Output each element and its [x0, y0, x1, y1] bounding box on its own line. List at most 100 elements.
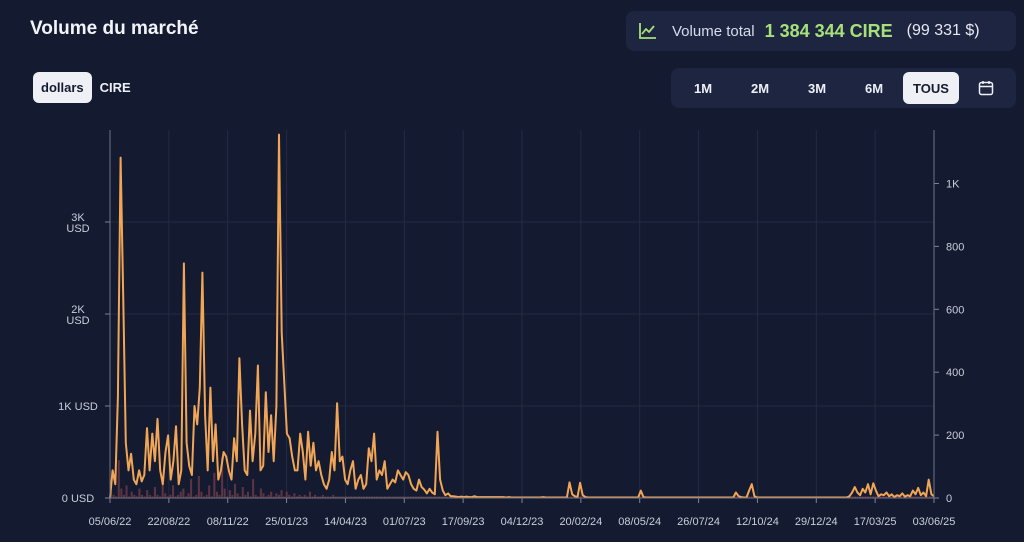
- cire-volume-bar: [228, 490, 231, 498]
- cire-volume-bar: [117, 460, 120, 498]
- cire-volume-bar: [577, 496, 580, 498]
- cire-volume-bar: [900, 496, 903, 498]
- x-tick-label: 08/11/22: [207, 516, 249, 528]
- cire-volume-bar: [383, 496, 386, 498]
- y-left-tick-label: 1K USD: [58, 401, 98, 413]
- cire-volume-bar: [448, 496, 451, 498]
- cire-volume-bar: [143, 496, 146, 498]
- x-tick-label: 25/01/23: [265, 516, 308, 528]
- cire-volume-bar: [425, 496, 428, 498]
- range-button-all[interactable]: TOUS: [903, 72, 959, 104]
- cire-volume-bar: [231, 494, 234, 498]
- cire-volume-bar: [112, 494, 115, 498]
- cire-volume-bar: [735, 496, 738, 498]
- total-volume-panel: Volume total 1 384 344 CIRE (99 331 $): [626, 11, 1016, 51]
- cire-volume-bar: [347, 496, 350, 498]
- cire-volume-bar: [414, 496, 417, 498]
- cire-volume-bar: [388, 496, 392, 498]
- cire-volume-bar: [399, 496, 402, 498]
- cire-volume-bar: [445, 496, 448, 498]
- cire-volume-bar: [246, 491, 249, 498]
- x-tick-label: 20/02/24: [559, 516, 602, 528]
- cire-volume-bar: [153, 486, 156, 498]
- currency-toggle: dollars CIRE: [33, 72, 139, 103]
- cire-volume-bar: [908, 496, 911, 498]
- cire-volume-bar: [267, 494, 270, 498]
- currency-option-cire[interactable]: CIRE: [99, 80, 131, 95]
- currency-option-dollars[interactable]: dollars: [33, 72, 92, 103]
- cire-volume-bar: [290, 496, 293, 498]
- cire-volume-bar: [848, 496, 851, 498]
- x-tick-label: 17/09/23: [442, 516, 485, 528]
- cire-volume-bar: [394, 496, 397, 498]
- cire-volume-bar: [915, 496, 918, 498]
- page-title: Volume du marché: [30, 18, 199, 39]
- cire-volume-bar: [861, 496, 864, 498]
- cire-volume-bar: [887, 496, 890, 498]
- cire-volume-bar: [853, 496, 856, 498]
- cire-volume-bar: [572, 496, 575, 498]
- cire-volume-bar: [360, 496, 363, 498]
- cire-volume-bar: [438, 496, 441, 498]
- y-right-tick-label: 1K: [946, 178, 960, 190]
- calendar-icon: [978, 81, 994, 96]
- cire-volume-bar: [138, 488, 141, 498]
- cire-volume-bar: [156, 494, 159, 498]
- cire-volume-bar: [345, 496, 348, 498]
- y-left-tick-label: USD: [66, 315, 89, 327]
- range-button-1m[interactable]: 1M: [693, 80, 713, 96]
- cire-volume-bar: [241, 486, 244, 498]
- y-right-tick-label: 600: [946, 304, 964, 316]
- cire-volume-bar: [280, 490, 283, 498]
- y-left-tick-label: 0 USD: [62, 493, 94, 505]
- range-button-2m[interactable]: 2M: [750, 80, 770, 96]
- y-right-tick-label: 400: [946, 367, 964, 379]
- cire-volume-bar: [582, 496, 585, 498]
- cire-volume-bar: [252, 479, 255, 498]
- y-right-tick-label: 800: [946, 241, 964, 253]
- cire-volume-bar: [298, 494, 301, 498]
- range-button-3m[interactable]: 3M: [807, 80, 827, 96]
- cire-volume-bar: [357, 496, 361, 498]
- cire-volume-bar: [750, 496, 753, 498]
- cire-volume-bar: [223, 488, 226, 498]
- cire-volume-bar: [272, 496, 275, 498]
- time-range-selector: 1M 2M 3M 6M TOUS: [671, 68, 1016, 108]
- cire-volume-bar: [412, 496, 415, 498]
- total-volume-value: 1 384 344 CIRE: [764, 20, 893, 41]
- cire-volume-bar: [151, 496, 154, 498]
- cire-volume-bar: [417, 496, 420, 498]
- cire-volume-bar: [164, 493, 167, 498]
- cire-volume-bar: [580, 496, 583, 498]
- cire-volume-bar: [190, 479, 193, 498]
- cire-volume-bar: [350, 496, 353, 498]
- x-tick-label: 04/12/23: [501, 516, 544, 528]
- cire-volume-bar: [569, 496, 572, 498]
- calendar-button[interactable]: [960, 72, 1012, 104]
- range-button-6m[interactable]: 6M: [864, 80, 884, 96]
- cire-volume-bar: [244, 494, 247, 498]
- cire-volume-bar: [432, 496, 435, 498]
- x-tick-label: 01/07/23: [383, 516, 426, 528]
- cire-volume-bar: [314, 494, 317, 498]
- cire-volume-bar: [249, 496, 252, 498]
- cire-volume-bar: [221, 457, 224, 498]
- cire-volume-bar: [213, 472, 216, 498]
- cire-volume-bar: [140, 494, 144, 498]
- cire-volume-bar: [332, 494, 335, 498]
- cire-volume-bar: [128, 496, 131, 498]
- cire-volume-bar: [254, 494, 257, 498]
- cire-volume-bar: [376, 496, 379, 498]
- cire-volume-bar: [324, 496, 327, 498]
- cire-volume-bar: [879, 496, 882, 498]
- cire-volume-bar: [177, 494, 180, 498]
- cire-volume-bar: [306, 496, 309, 498]
- cire-volume-bar: [918, 496, 921, 498]
- cire-volume-bar: [133, 494, 136, 498]
- cire-volume-bar: [370, 496, 373, 498]
- x-tick-label: 05/06/22: [89, 516, 132, 528]
- cire-volume-bar: [877, 496, 880, 498]
- trend-line-icon: [639, 23, 656, 39]
- cire-volume-bar: [422, 496, 425, 498]
- cire-volume-bar: [404, 496, 407, 498]
